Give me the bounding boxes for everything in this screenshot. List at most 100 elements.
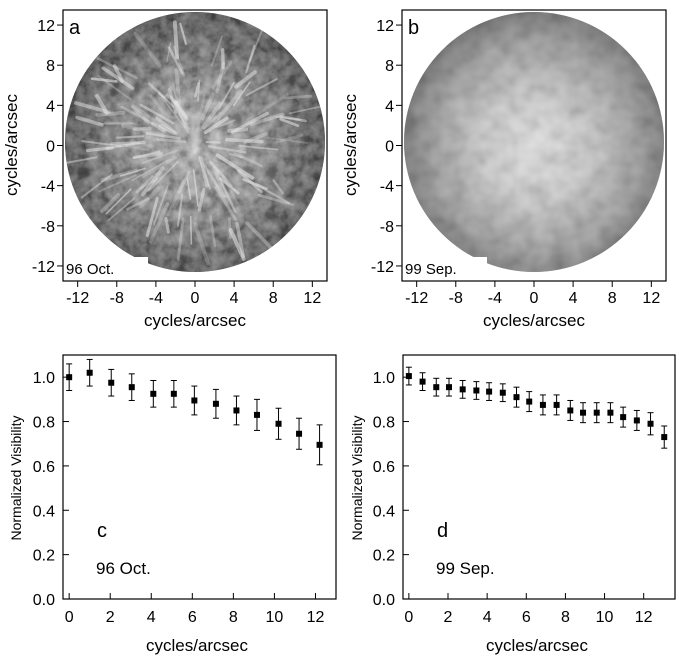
data-point (526, 391, 533, 413)
data-point (633, 409, 640, 431)
data-point (499, 383, 506, 403)
x-tick-label: 0 (191, 290, 200, 307)
streak (141, 155, 178, 178)
x-tick-label: 0 (404, 609, 413, 626)
panel-a: a 96 Oct. -12 -8 -4 0 4 8 12 -12 -8 -4 0 4 8 12 cycle… (2, 9, 328, 330)
data-point (253, 398, 260, 431)
x-tick-label: 4 (569, 290, 578, 307)
y-tick-label: 4 (46, 98, 55, 115)
panel-c-note: 96 Oct. (96, 559, 151, 578)
streak (95, 94, 109, 115)
streak (133, 152, 163, 159)
panel-c-ylabel: Normalized Visibility (8, 415, 24, 540)
streak (174, 100, 188, 119)
data-point (567, 399, 574, 421)
visibility-image-a (65, 12, 325, 272)
data-point (275, 407, 282, 440)
marker (316, 441, 323, 448)
x-tick-label: 12 (307, 609, 325, 626)
y-tick-label: 8 (46, 58, 55, 75)
streak (203, 164, 226, 198)
streak (279, 115, 307, 123)
streak (203, 112, 222, 130)
panel-d-label: d (437, 520, 448, 542)
panel-c-label: c (97, 520, 107, 542)
streak (74, 101, 111, 115)
x-tick-label: -8 (110, 290, 124, 307)
x-tick-label: 12 (642, 290, 660, 307)
marker (233, 407, 240, 414)
x-tick-label: 4 (147, 609, 156, 626)
streak (148, 161, 179, 191)
streak (230, 111, 270, 134)
streak (233, 152, 263, 168)
streak (158, 123, 176, 135)
x-tick-label: 10 (266, 609, 284, 626)
data-point (128, 373, 135, 401)
streak (167, 88, 178, 114)
x-tick-label: 10 (596, 609, 614, 626)
x-tick-label: -8 (449, 290, 463, 307)
panel-d: 0 2 4 6 8 10 12 0.0 0.2 0.4 0.6 0.8 1.0 d 99 Sep. cy… (349, 354, 676, 655)
streak (249, 112, 285, 126)
streak (200, 92, 215, 121)
y-tick-label: 0.2 (33, 548, 55, 565)
streak (215, 153, 255, 180)
streak (120, 105, 157, 127)
streak (209, 160, 233, 188)
streak (81, 140, 122, 147)
data-point (86, 358, 93, 387)
y-tick-label: 1.0 (373, 370, 395, 387)
streak (192, 169, 199, 207)
x-tick-label: 12 (635, 609, 653, 626)
marker (567, 407, 574, 414)
marker (593, 409, 600, 416)
y-tick-label: 8 (385, 58, 394, 75)
streak (131, 160, 168, 182)
marker (296, 430, 303, 437)
streak (245, 221, 273, 249)
streak (103, 121, 138, 125)
marker (419, 378, 426, 385)
streak (167, 46, 184, 75)
streak (163, 99, 190, 134)
data-point (647, 412, 654, 436)
data-point (170, 380, 177, 408)
streak (288, 105, 325, 115)
x-tick-label: 2 (444, 609, 453, 626)
panel-d-xlabel: cycles/arcsec (486, 636, 589, 655)
marker (253, 411, 260, 418)
panel-b-ylabel: cycles/arcsec (341, 93, 360, 196)
streak (98, 122, 133, 125)
streak (235, 221, 245, 258)
streak (131, 104, 160, 125)
data-point (459, 380, 466, 399)
y-tick-label: 12 (37, 18, 55, 35)
streak (145, 196, 159, 237)
panel-b-label: b (408, 17, 419, 39)
y-tick-label: 0.6 (373, 459, 395, 476)
data-point (191, 385, 198, 416)
data-point (150, 380, 157, 408)
streak (132, 126, 152, 131)
streak (210, 35, 223, 67)
streak (283, 94, 313, 100)
data-point (233, 395, 240, 426)
streak (212, 166, 228, 199)
y-tick-label: -12 (32, 259, 55, 276)
x-tick-label: 0 (530, 290, 539, 307)
marker (66, 374, 73, 381)
marker (459, 386, 466, 393)
streak (101, 66, 135, 90)
y-tick-label: 0.2 (373, 548, 395, 565)
y-tick-label: 0.4 (373, 503, 395, 520)
panel-a-ylabel: cycles/arcsec (2, 93, 21, 196)
data-point (553, 394, 560, 416)
streak (211, 60, 233, 89)
y-tick-label: -12 (371, 259, 394, 276)
marker (108, 379, 115, 386)
streak (139, 186, 161, 209)
streak (156, 138, 187, 143)
streak (174, 101, 189, 121)
